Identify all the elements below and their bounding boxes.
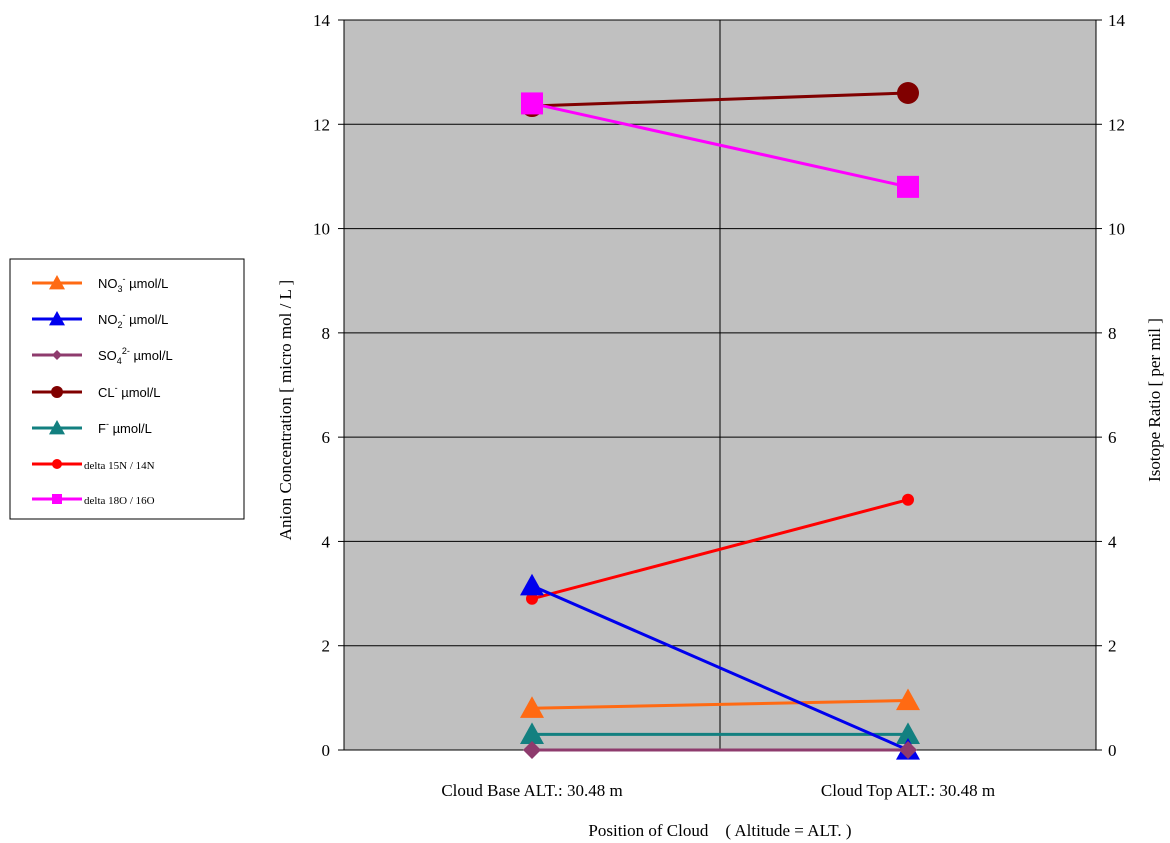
data-point	[896, 688, 920, 711]
y-tick-label: 10	[313, 220, 330, 239]
data-point	[521, 92, 543, 115]
legend-label: NO3- µmol/L	[98, 274, 168, 294]
legend-entry: SO42- µmol/L	[32, 346, 173, 366]
legend-swatch-marker	[52, 350, 62, 360]
data-point	[902, 493, 914, 506]
data-point	[897, 175, 919, 198]
legend-entry: delta 15N / 14N	[32, 459, 155, 472]
legend-box	[9, 258, 245, 520]
legend-entry: NO2- µmol/L	[32, 310, 168, 330]
legend-label: CL- µmol/L	[98, 383, 161, 400]
data-point	[520, 722, 544, 744]
y-tick-label: 14	[313, 11, 331, 30]
y2-tick-label: 6	[1108, 428, 1117, 447]
y-tick-label: 4	[322, 532, 331, 551]
y2-tick-label: 12	[1108, 115, 1125, 134]
series-line	[531, 584, 909, 752]
series-line	[531, 91, 909, 108]
y2-tick-label: 0	[1108, 741, 1117, 760]
y2-tick-label: 10	[1108, 220, 1125, 239]
legend-label: delta 18O / 16O	[84, 495, 155, 507]
x-category-label: Cloud Base ALT.: 30.48 m	[441, 781, 622, 800]
data-point	[526, 592, 538, 605]
series-line	[531, 498, 909, 601]
data-point	[520, 696, 544, 718]
legend: NO3- µmol/L NO2- µmol/L SO42- µmol/L CL- µm…	[9, 258, 245, 520]
y-tick-label: 12	[313, 115, 330, 134]
data-point	[896, 722, 920, 744]
data-point	[897, 82, 919, 104]
legend-label: SO42- µmol/L	[98, 346, 173, 366]
legend-label: NO2- µmol/L	[98, 310, 168, 330]
y-axis-title: Anion Concentration [ micro mol / L ]	[276, 280, 295, 540]
y2-tick-label: 8	[1108, 324, 1117, 343]
legend-swatch-marker	[49, 420, 65, 435]
legend-label: delta 15N / 14N	[84, 460, 155, 472]
series-line	[531, 101, 909, 189]
legend-entry: NO3- µmol/L	[32, 274, 168, 294]
legend-swatch-marker	[49, 275, 65, 290]
legend-swatch-marker	[52, 459, 62, 469]
legend-entry: delta 18O / 16O	[32, 494, 155, 507]
data-point	[523, 741, 541, 759]
legend-swatch-marker	[52, 494, 62, 504]
y2-axis-title: Isotope Ratio [ per mil ]	[1145, 318, 1164, 482]
data-point	[899, 741, 917, 759]
legend-entry: F- µmol/L	[32, 419, 152, 436]
series-line	[531, 698, 909, 710]
data-point	[520, 573, 544, 596]
y-tick-label: 8	[322, 324, 331, 343]
y-tick-label: 6	[322, 428, 331, 447]
y2-tick-label: 2	[1108, 637, 1117, 656]
legend-label: F- µmol/L	[98, 419, 152, 436]
y2-tick-label: 4	[1108, 532, 1117, 551]
legend-entry: CL- µmol/L	[32, 383, 161, 400]
x-axis-title: Position of Cloud ( Altitude = ALT. )	[588, 821, 851, 840]
x-category-label: Cloud Top ALT.: 30.48 m	[821, 781, 995, 800]
y-tick-label: 2	[322, 637, 331, 656]
legend-swatch-marker	[49, 311, 65, 326]
y-tick-label: 0	[322, 741, 331, 760]
legend-swatch-marker	[51, 386, 63, 398]
y2-tick-label: 14	[1108, 11, 1126, 30]
